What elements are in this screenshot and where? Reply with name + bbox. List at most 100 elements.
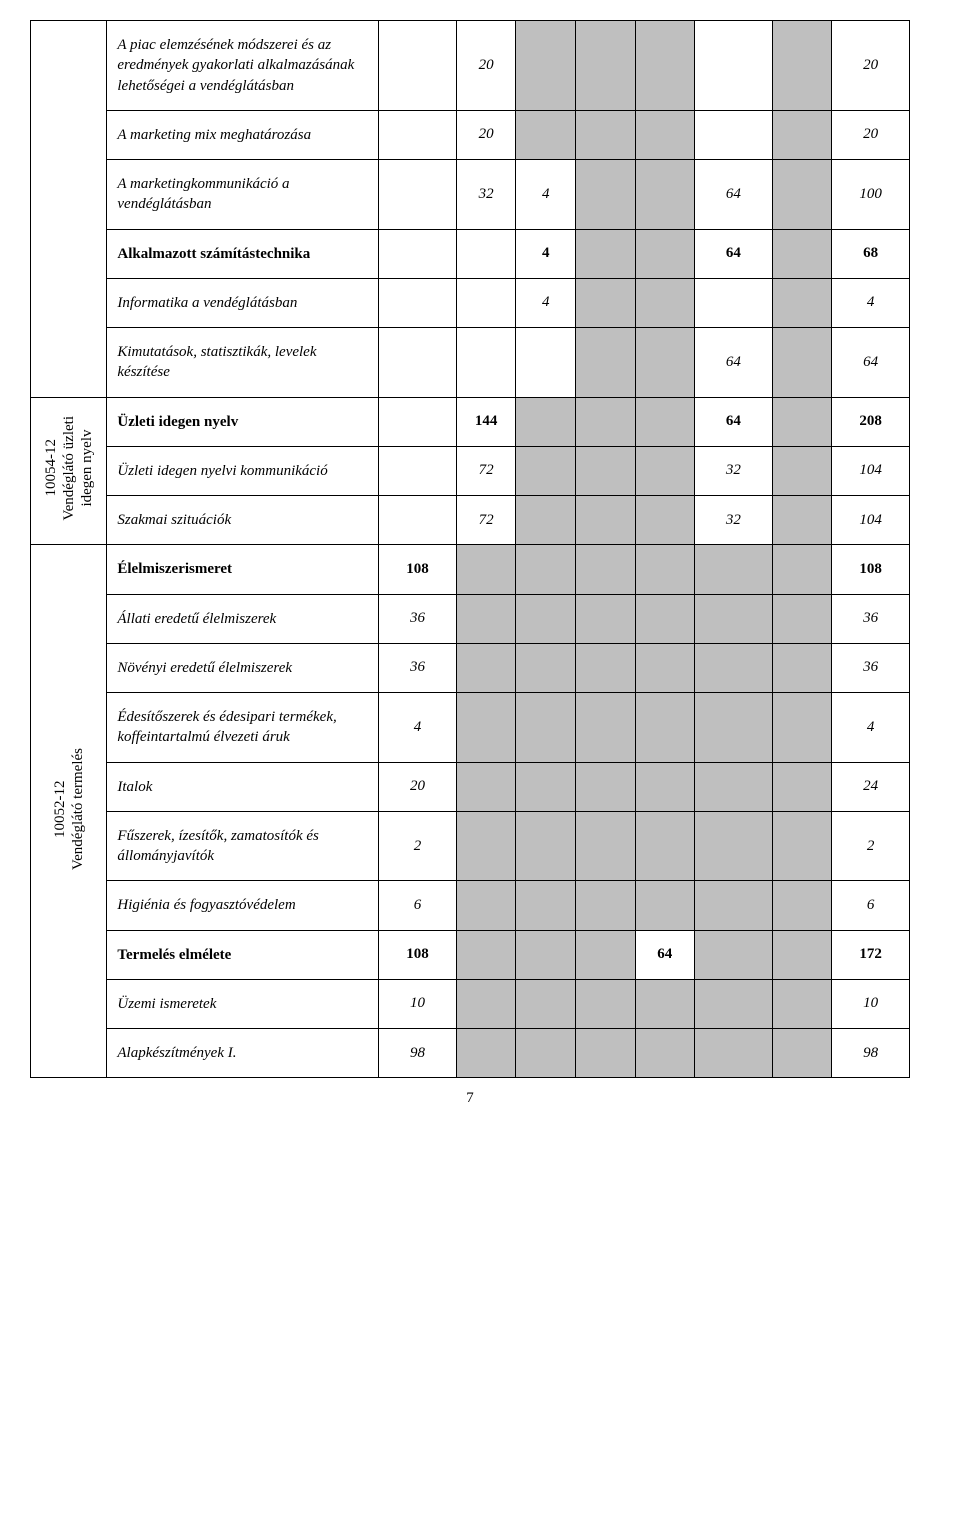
value-cell: 20 <box>379 762 457 811</box>
row-label: A marketingkommunikáció a vendéglátásban <box>107 160 379 230</box>
table-row: A marketingkommunikáció a vendéglátásban… <box>31 160 910 230</box>
value-cell <box>379 160 457 230</box>
module-sidebar: 10052-12Vendéglátó termelés <box>31 545 107 1078</box>
module-sidebar: 10054-12Vendéglátó üzletiidegen nyelv <box>31 397 107 545</box>
row-label: Higiénia és fogyasztóvédelem <box>107 881 379 930</box>
row-label: Üzleti idegen nyelv <box>107 397 379 446</box>
value-cell <box>635 446 695 495</box>
value-cell: 6 <box>379 881 457 930</box>
table-row: Alkalmazott számítástechnika46468 <box>31 229 910 278</box>
value-cell <box>635 811 695 881</box>
value-cell: 172 <box>832 930 910 979</box>
module-sidebar-label: 10054-12Vendéglátó üzletiidegen nyelv <box>42 416 96 521</box>
value-cell <box>772 229 832 278</box>
value-cell <box>516 811 576 881</box>
table-row: 10052-12Vendéglátó termelésÉlelmiszerism… <box>31 545 910 594</box>
value-cell: 32 <box>456 160 516 230</box>
row-label: Üzleti idegen nyelvi kommunikáció <box>107 446 379 495</box>
value-cell: 4 <box>379 693 457 763</box>
value-cell <box>456 643 516 692</box>
table-row: Növényi eredetű élelmiszerek3636 <box>31 643 910 692</box>
value-cell <box>575 21 635 111</box>
value-cell <box>575 762 635 811</box>
value-cell <box>575 328 635 398</box>
module-sidebar <box>31 21 107 398</box>
value-cell <box>575 446 635 495</box>
value-cell <box>575 397 635 446</box>
value-cell <box>772 693 832 763</box>
value-cell <box>456 811 516 881</box>
value-cell: 4 <box>516 160 576 230</box>
value-cell: 98 <box>379 1029 457 1078</box>
value-cell: 36 <box>379 643 457 692</box>
table-row: Üzemi ismeretek1010 <box>31 979 910 1028</box>
value-cell: 208 <box>832 397 910 446</box>
value-cell <box>379 496 457 545</box>
value-cell <box>635 21 695 111</box>
value-cell: 64 <box>695 328 773 398</box>
value-cell: 64 <box>635 930 695 979</box>
value-cell <box>635 229 695 278</box>
value-cell <box>635 979 695 1028</box>
value-cell <box>456 278 516 327</box>
value-cell <box>516 881 576 930</box>
row-label: Üzemi ismeretek <box>107 979 379 1028</box>
value-cell: 72 <box>456 496 516 545</box>
value-cell: 100 <box>832 160 910 230</box>
row-label: Fűszerek, ízesítők, zamatosítók és állom… <box>107 811 379 881</box>
value-cell <box>575 278 635 327</box>
value-cell <box>635 397 695 446</box>
value-cell <box>772 278 832 327</box>
page-number: 7 <box>30 1090 910 1107</box>
value-cell <box>575 881 635 930</box>
value-cell <box>516 110 576 159</box>
curriculum-table: A piac elemzésének módszerei és az eredm… <box>30 20 910 1078</box>
value-cell <box>635 545 695 594</box>
value-cell <box>516 21 576 111</box>
value-cell: 68 <box>832 229 910 278</box>
table-row: Szakmai szituációk7232104 <box>31 496 910 545</box>
value-cell <box>635 881 695 930</box>
value-cell <box>772 110 832 159</box>
value-cell <box>516 446 576 495</box>
value-cell <box>516 930 576 979</box>
row-label: Növényi eredetű élelmiszerek <box>107 643 379 692</box>
value-cell <box>635 1029 695 1078</box>
value-cell <box>772 545 832 594</box>
row-label: Informatika a vendéglátásban <box>107 278 379 327</box>
value-cell <box>635 328 695 398</box>
value-cell <box>695 594 773 643</box>
value-cell <box>772 496 832 545</box>
value-cell <box>456 594 516 643</box>
value-cell <box>456 328 516 398</box>
value-cell <box>695 979 773 1028</box>
value-cell <box>772 446 832 495</box>
value-cell: 10 <box>379 979 457 1028</box>
table-row: Kimutatások, statisztikák, levelek készí… <box>31 328 910 398</box>
value-cell: 20 <box>832 21 910 111</box>
value-cell <box>456 881 516 930</box>
value-cell <box>695 278 773 327</box>
value-cell: 4 <box>516 229 576 278</box>
value-cell <box>635 278 695 327</box>
value-cell: 104 <box>832 446 910 495</box>
row-label: Alapkészítmények I. <box>107 1029 379 1078</box>
table-row: Higiénia és fogyasztóvédelem66 <box>31 881 910 930</box>
table-row: Állati eredetű élelmiszerek3636 <box>31 594 910 643</box>
value-cell <box>695 693 773 763</box>
value-cell: 144 <box>456 397 516 446</box>
value-cell: 32 <box>695 446 773 495</box>
value-cell <box>772 160 832 230</box>
row-label: A marketing mix meghatározása <box>107 110 379 159</box>
value-cell <box>772 881 832 930</box>
table-row: Édesítőszerek és édesipari termékek, kof… <box>31 693 910 763</box>
value-cell: 36 <box>832 594 910 643</box>
value-cell: 2 <box>832 811 910 881</box>
value-cell <box>575 594 635 643</box>
value-cell <box>695 930 773 979</box>
value-cell <box>575 160 635 230</box>
value-cell <box>695 1029 773 1078</box>
table-row: Üzleti idegen nyelvi kommunikáció7232104 <box>31 446 910 495</box>
value-cell: 4 <box>832 693 910 763</box>
value-cell: 24 <box>832 762 910 811</box>
